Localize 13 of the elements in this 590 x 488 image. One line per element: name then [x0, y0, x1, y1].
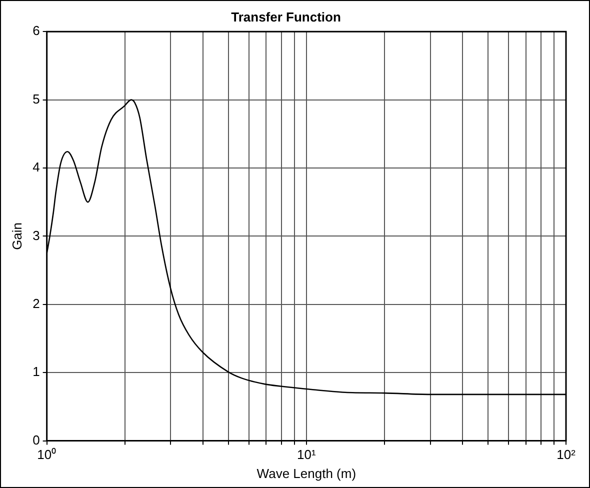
y-tick-label: 0: [32, 432, 40, 448]
x-tick-label: 10⁰: [37, 447, 57, 462]
y-axis-title: Gain: [9, 222, 24, 250]
y-tick-label: 6: [32, 23, 40, 38]
x-axis-title: Wave Length (m): [256, 466, 356, 481]
y-tick-label: 4: [32, 160, 40, 175]
y-tick-label: 5: [32, 91, 40, 106]
y-tick-label: 1: [32, 364, 40, 380]
y-tick-label: 3: [32, 228, 40, 243]
y-tick-label: 2: [32, 296, 40, 311]
x-tick-label: 10¹: [297, 447, 316, 462]
chart-title: Transfer Function: [231, 9, 341, 24]
x-tick-label: 10²: [556, 447, 576, 462]
